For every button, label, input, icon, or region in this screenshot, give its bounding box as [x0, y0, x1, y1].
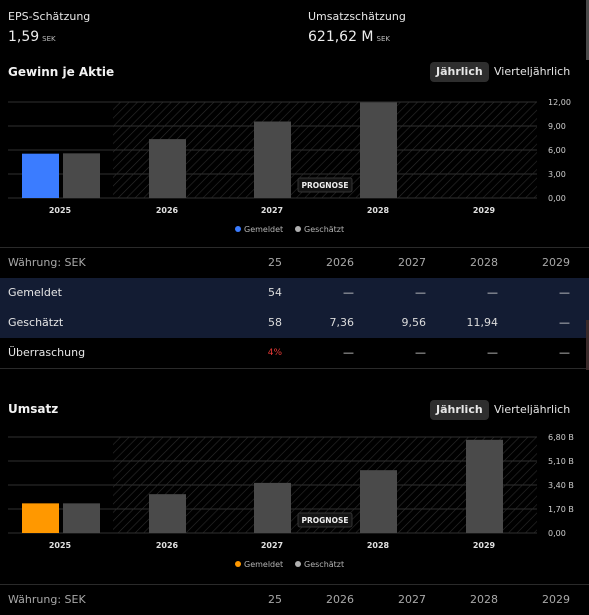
bar-estimated — [254, 482, 291, 533]
legend-estimated-label: Geschätzt — [304, 560, 344, 569]
eps-annual-toggle[interactable]: Jährlich — [430, 62, 489, 82]
revenue-estimate-value-group: 621,62 M SEK — [308, 26, 390, 45]
x-tick-label: 2026 — [156, 206, 179, 215]
year-header: 2026 — [326, 593, 354, 606]
row-label: Gemeldet — [8, 286, 62, 299]
table-cell: — — [487, 346, 498, 359]
x-tick-label: 2029 — [473, 541, 496, 550]
y-tick-label: 0,00 — [548, 194, 566, 203]
prognose-label: PROGNOSE — [302, 516, 349, 525]
legend-estimated-label: Geschätzt — [304, 225, 344, 234]
bar-estimated — [254, 121, 291, 198]
table-cell: — — [559, 286, 570, 299]
x-tick-label: 2027 — [261, 206, 283, 215]
eps-quarterly-toggle[interactable]: Vierteljährlich — [494, 65, 571, 78]
table-cell: 9,56 — [401, 316, 427, 329]
x-tick-label: 2025 — [49, 206, 72, 215]
revenue-quarterly-toggle[interactable]: Vierteljährlich — [494, 403, 571, 416]
eps-estimate-value: 1,59 — [8, 29, 40, 45]
scrollbar-edge[interactable] — [586, 320, 589, 370]
table-cell: — — [415, 346, 426, 359]
x-tick-label: 2025 — [49, 541, 72, 550]
table-cell: — — [343, 346, 354, 359]
year-header: 2027 — [398, 593, 426, 606]
revenue-section-title: Umsatz — [8, 402, 59, 416]
legend-reported-dot — [235, 561, 241, 567]
revenue-estimate-unit: SEK — [376, 35, 390, 43]
row-label: Geschätzt — [8, 316, 64, 329]
eps-estimate-label: EPS-Schätzung — [8, 10, 91, 23]
table-cell: 11,94 — [466, 316, 499, 329]
x-tick-label: 2028 — [367, 541, 390, 550]
eps-table-header: Währung: SEK 25 2026 2027 2028 2029 — [0, 248, 589, 278]
prognose-badge — [297, 177, 353, 193]
currency-label: Währung: SEK — [8, 256, 86, 269]
revenue-estimate-value: 621,62 M — [308, 29, 374, 45]
prognose-badge — [297, 512, 353, 528]
x-tick-label: 2029 — [473, 206, 496, 215]
eps-section-title: Gewinn je Aktie — [8, 65, 115, 79]
year-header: 2028 — [470, 256, 498, 269]
table-divider — [0, 584, 589, 585]
year-header: 2029 — [542, 256, 570, 269]
table-cell: — — [559, 346, 570, 359]
bar-reported — [22, 503, 59, 533]
legend-reported-label: Gemeldet — [244, 560, 283, 569]
surprise-cell: 4% — [267, 348, 282, 358]
y-tick-label: 6,80 B — [548, 433, 574, 442]
table-row-surprise: Überraschung 4% — — — — — [0, 338, 589, 368]
legend-estimated-dot — [295, 561, 301, 567]
table-cell: 54 — [268, 286, 282, 299]
revenue-chart: 6,80 B 5,10 B 3,40 B 1,70 B 0,00 2025 2026 2027… — [8, 433, 574, 569]
year-header: 25 — [268, 593, 282, 606]
y-tick-label: 1,70 B — [548, 505, 574, 514]
y-tick-label: 5,10 B — [548, 457, 574, 466]
bar-estimated — [360, 470, 397, 533]
y-tick-label: 9,00 — [548, 122, 566, 131]
bar-estimated — [149, 494, 186, 533]
eps-chart: 12,00 9,00 6,00 3,00 0,00 2025 2026 2027 2028 202… — [8, 98, 571, 234]
bar-reported — [22, 153, 59, 198]
year-header: 2028 — [470, 593, 498, 606]
year-header: 2029 — [542, 593, 570, 606]
y-tick-label: 12,00 — [548, 98, 571, 107]
y-tick-label: 3,40 B — [548, 481, 574, 490]
bar-estimated — [63, 153, 100, 198]
bar-estimated — [466, 439, 503, 533]
table-cell: — — [415, 286, 426, 299]
x-tick-label: 2026 — [156, 541, 179, 550]
row-label: Überraschung — [8, 346, 86, 359]
year-header: 25 — [268, 256, 282, 269]
year-header: 2026 — [326, 256, 354, 269]
table-cell: 58 — [268, 316, 282, 329]
table-row-estimated: Geschätzt 58 7,36 9,56 11,94 — — [0, 308, 589, 338]
prognose-label: PROGNOSE — [302, 181, 349, 190]
table-divider — [0, 368, 589, 369]
bar-estimated — [149, 139, 186, 198]
eps-estimate-unit: SEK — [42, 35, 56, 43]
table-cell: — — [487, 286, 498, 299]
x-tick-label: 2027 — [261, 541, 283, 550]
table-row-reported: Gemeldet 54 — — — — — [0, 278, 589, 308]
bar-estimated — [360, 102, 397, 198]
legend-reported-label: Gemeldet — [244, 225, 283, 234]
revenue-table-header: Währung: SEK 25 2026 2027 2028 2029 — [0, 585, 589, 615]
currency-label: Währung: SEK — [8, 593, 86, 606]
y-tick-label: 3,00 — [548, 170, 566, 179]
table-cell: — — [343, 286, 354, 299]
eps-estimate-value-group: 1,59 SEK — [8, 26, 56, 45]
y-tick-label: 6,00 — [548, 146, 566, 155]
bar-estimated — [63, 503, 100, 533]
table-cell: — — [559, 316, 570, 329]
y-tick-label: 0,00 — [548, 529, 566, 538]
table-divider — [0, 247, 589, 248]
scrollbar-edge[interactable] — [586, 0, 589, 60]
table-cell: 7,36 — [329, 316, 355, 329]
year-header: 2027 — [398, 256, 426, 269]
x-tick-label: 2028 — [367, 206, 390, 215]
legend-estimated-dot — [295, 226, 301, 232]
legend-reported-dot — [235, 226, 241, 232]
revenue-estimate-label: Umsatzschätzung — [308, 10, 406, 23]
revenue-annual-toggle[interactable]: Jährlich — [430, 400, 489, 420]
